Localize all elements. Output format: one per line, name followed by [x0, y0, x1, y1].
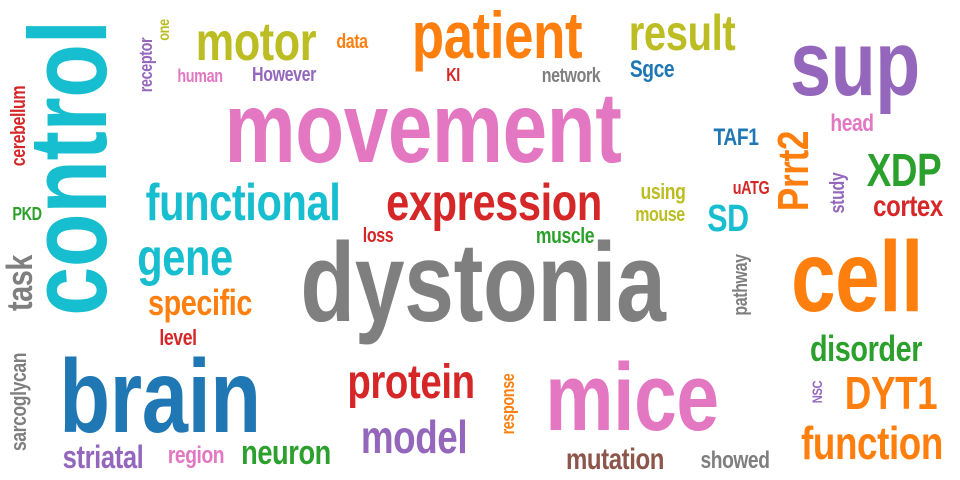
word-movement: movement	[224, 72, 622, 184]
word-striatal: striatal	[62, 439, 144, 475]
word-protein: protein	[347, 356, 475, 409]
word-cortex: cortex	[873, 190, 943, 223]
word-loss: loss	[362, 225, 394, 247]
word-pkd: PKD	[12, 204, 42, 224]
word-patient: patient	[411, 0, 583, 72]
word-showed: showed	[700, 447, 770, 474]
word-ki: KI	[446, 65, 460, 85]
word-cerebellum: cerebellum	[8, 85, 30, 167]
word-region: region	[167, 442, 225, 469]
word-mutation: mutation	[565, 443, 665, 476]
word-functional: functional	[145, 174, 341, 232]
word-data: data	[336, 31, 368, 53]
word-mouse: mouse	[635, 204, 685, 226]
word-dystonia: dystonia	[300, 220, 666, 345]
word-model: model	[360, 411, 468, 463]
word-sup: sup	[790, 13, 920, 115]
word-specific: specific	[147, 282, 253, 323]
word-one: one	[156, 19, 173, 41]
word-dyt1: DYT1	[844, 367, 938, 419]
word-head: head	[830, 110, 874, 137]
word-result: result	[628, 5, 736, 61]
word-prrt2: Prrt2	[769, 130, 818, 212]
word-muscle: muscle	[535, 223, 595, 248]
word-mice: mice	[545, 344, 719, 451]
word-expression: expression	[386, 174, 602, 232]
word-sd: SD	[707, 198, 749, 240]
word-study: study	[827, 172, 849, 214]
word-cell: cell	[791, 221, 923, 333]
word-however: However	[252, 64, 316, 86]
word-xdp: XDP	[866, 144, 942, 196]
word-function: function	[801, 417, 943, 469]
word-brain: brain	[59, 339, 261, 455]
word-sgce: Sgce	[629, 56, 675, 83]
word-gene: gene	[137, 229, 233, 287]
word-using: using	[640, 179, 686, 204]
word-motor: motor	[195, 12, 317, 72]
word-disorder: disorder	[809, 328, 923, 369]
word-human: human	[177, 66, 223, 86]
word-sarcoglycan: sarcoglycan	[6, 352, 31, 452]
word-neuron: neuron	[241, 434, 331, 472]
word-uatg: uATG	[732, 178, 770, 198]
word-level: level	[159, 325, 197, 350]
word-network: network	[541, 65, 601, 87]
word-nsc: NSC	[809, 380, 825, 404]
word-pathway: pathway	[730, 254, 752, 316]
word-receptor: receptor	[136, 37, 156, 93]
word-response: response	[498, 373, 518, 435]
word-taf1: TAF1	[713, 124, 759, 151]
word-task: task	[0, 254, 40, 312]
